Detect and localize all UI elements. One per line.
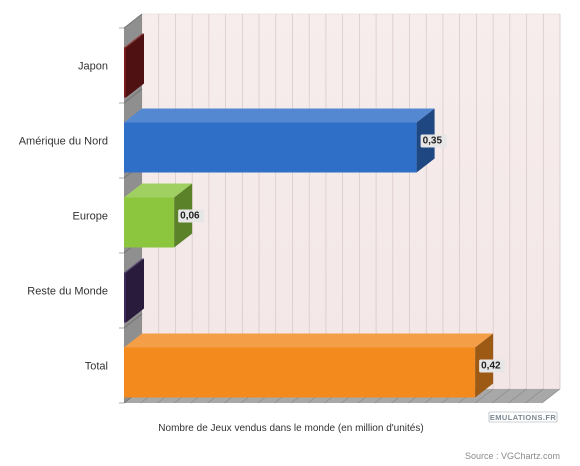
category-tick (123, 13, 143, 29)
data-label-box (479, 359, 506, 373)
x-axis-title: Nombre de Jeux vendus dans le monde (en … (158, 423, 423, 434)
bar-end (126, 33, 144, 98)
bar-front (124, 47, 126, 98)
bar (124, 108, 435, 173)
data-label: 0,42 (479, 359, 506, 373)
category-label: Total (85, 361, 108, 373)
category-label: Reste du Monde (27, 286, 108, 298)
bars (124, 33, 494, 398)
floor-gridline (525, 388, 544, 404)
source-note: Source : VGChartz.com (465, 451, 560, 461)
floor-gridline (508, 388, 527, 404)
floor-gridline (491, 388, 511, 404)
data-label-text: 0,42 (481, 361, 501, 372)
floor-gridline (541, 388, 561, 404)
bar-front (124, 122, 417, 173)
bar-front (124, 197, 175, 248)
bar-top (124, 33, 144, 48)
watermark-logo: EMULATIONS.FR (488, 411, 558, 423)
bar (124, 258, 144, 323)
data-label-text: 0,35 (423, 136, 443, 147)
bar-top (124, 258, 144, 273)
category-labels: Japon Amérique du Nord Europe Reste du Mond… (19, 61, 108, 373)
bar-front (124, 347, 476, 398)
category-label: Amérique du Nord (19, 136, 108, 148)
category-tick (123, 313, 143, 329)
category-tick (123, 88, 143, 104)
category-label: Europe (73, 211, 108, 223)
data-label-box (420, 134, 447, 148)
bar-end (126, 258, 144, 323)
floor-gridline (474, 388, 494, 404)
data-label: 0,06 (178, 209, 205, 223)
data-label-text: 0,06 (180, 211, 200, 222)
data-labels: 0,35 0,06 0,42 (178, 134, 506, 373)
back-wall (141, 13, 561, 390)
gridlines (119, 13, 561, 404)
bar (124, 333, 494, 398)
bar-top (124, 333, 494, 348)
category-label: Japon (78, 61, 108, 73)
svg-text:EMULATIONS.FR: EMULATIONS.FR (490, 413, 556, 422)
bar (124, 33, 144, 98)
data-label-box (178, 209, 205, 223)
data-label: 0,35 (420, 134, 447, 148)
bar-top (124, 108, 435, 123)
bar-front (124, 272, 126, 323)
bar-top (124, 183, 193, 198)
